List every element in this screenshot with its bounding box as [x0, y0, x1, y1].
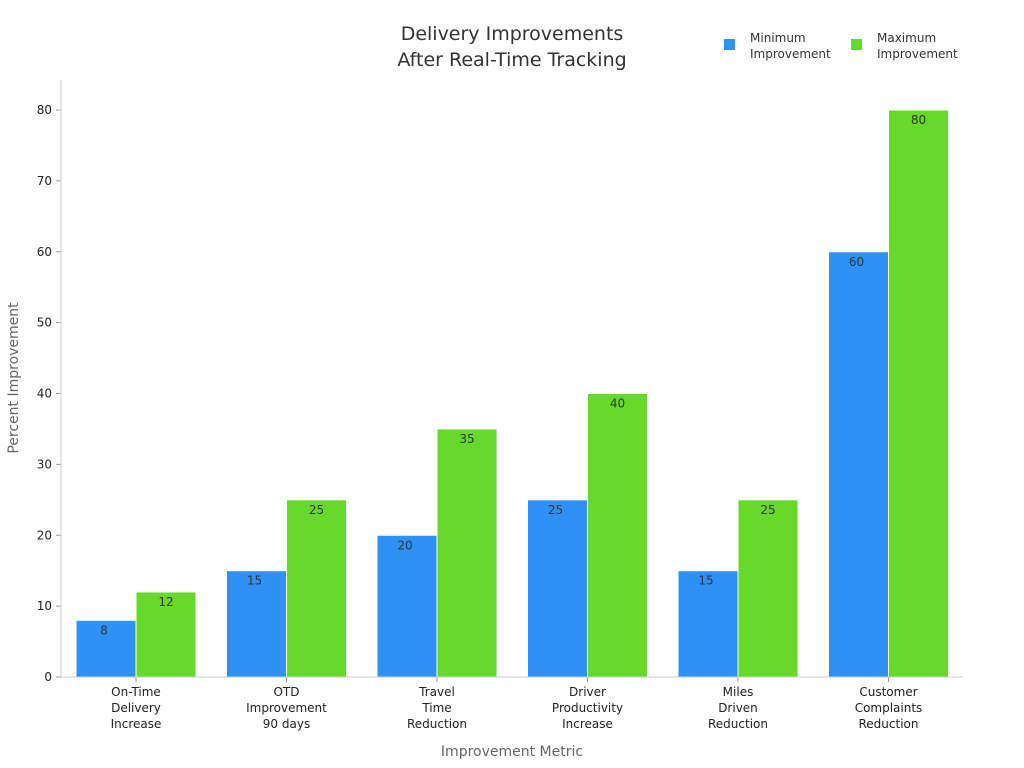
data-label: 25: [548, 503, 563, 517]
data-label: 25: [760, 503, 775, 517]
bar: [135, 591, 197, 678]
data-label: 15: [247, 574, 262, 588]
legend-label: Minimum: [750, 31, 806, 45]
bar: [587, 393, 648, 678]
x-tick-label: Delivery: [111, 701, 161, 715]
y-tick-label: 20: [37, 528, 52, 542]
chart-title-line-2: After Real-Time Tracking: [397, 49, 626, 71]
data-label: 20: [397, 538, 412, 552]
legend-swatch: [851, 39, 862, 50]
x-tick-label: 90 days: [263, 717, 310, 731]
x-tick-label: Complaints: [855, 701, 923, 715]
x-tick-label: Increase: [111, 717, 162, 731]
x-tick-label: Improvement: [246, 701, 327, 715]
x-tick-label: Customer: [859, 685, 917, 699]
x-tick-label: Time: [421, 701, 451, 715]
y-axis-label: Percent Improvement: [6, 302, 22, 454]
x-tick-label: Travel: [418, 685, 455, 699]
bar: [226, 570, 287, 678]
y-tick-label: 50: [37, 316, 52, 330]
data-label: 40: [610, 397, 625, 411]
data-label: 25: [309, 503, 324, 517]
y-tick-label: 60: [37, 245, 52, 259]
legend: Minimum Improvement Maximum Improvement: [724, 31, 958, 61]
bar: [436, 428, 498, 678]
chart-title-line-1: Delivery Improvements: [401, 23, 624, 45]
x-tick-label: Reduction: [859, 717, 919, 731]
y-tick-label: 10: [37, 599, 52, 613]
bar: [527, 499, 588, 678]
y-tick-label: 30: [37, 457, 52, 471]
legend-label: Improvement: [877, 47, 958, 61]
y-tick-label: 0: [44, 670, 52, 684]
x-tick-label: Reduction: [407, 717, 467, 731]
legend-label: Maximum: [877, 31, 936, 45]
legend-label: Improvement: [750, 47, 831, 61]
data-label: 80: [911, 113, 926, 127]
plot-area: 0 10 20 30 40 50 60 70 80 On-Time Delivery Increase…: [37, 103, 949, 731]
x-tick-label: Productivity: [552, 701, 623, 715]
legend-swatch: [724, 39, 735, 50]
x-tick-label: OTD: [273, 685, 299, 699]
data-label: 12: [158, 595, 173, 609]
bar: [828, 251, 889, 678]
x-axis-label: Improvement Metric: [441, 744, 583, 760]
y-tick-label: 70: [37, 174, 52, 188]
bar: [286, 499, 347, 678]
data-label: 60: [849, 255, 864, 269]
data-label: 8: [100, 623, 108, 637]
x-tick-label: Miles: [723, 685, 754, 699]
bar: [737, 499, 799, 678]
y-tick-label: 80: [37, 103, 52, 117]
bar: [376, 534, 438, 678]
data-label: 35: [459, 432, 474, 446]
x-tick-label: Driven: [718, 701, 758, 715]
x-tick-label: Increase: [562, 717, 613, 731]
y-tick-label: 40: [37, 387, 52, 401]
x-tick-label: On-Time: [111, 685, 161, 699]
x-tick-label: Driver: [569, 685, 606, 699]
data-label: 15: [698, 574, 713, 588]
bar: [888, 109, 949, 678]
x-tick-label: Reduction: [708, 717, 768, 731]
